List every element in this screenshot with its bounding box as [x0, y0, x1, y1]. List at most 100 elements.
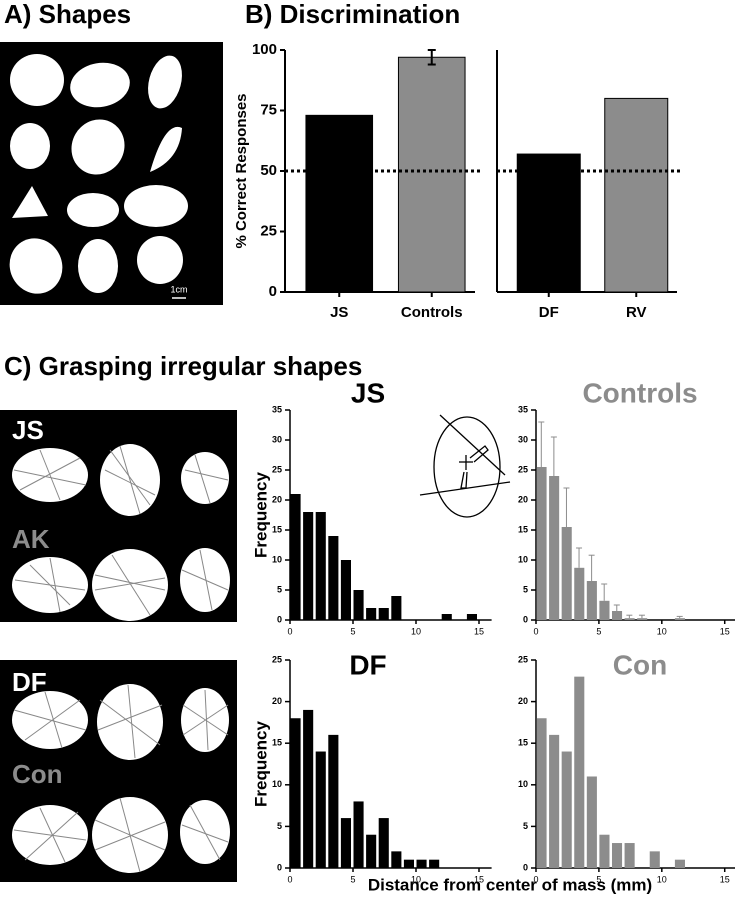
panel-title: A) Shapes: [4, 0, 131, 29]
y-tick-label: 5: [523, 584, 528, 594]
panel-title: B) Discrimination: [245, 0, 460, 29]
bar: [561, 751, 572, 868]
y-tick-label: 10: [518, 554, 528, 564]
y-tick-label: 20: [272, 494, 282, 504]
bar: [290, 494, 301, 620]
bar: [674, 859, 685, 868]
panel-title: C) Grasping irregular shapes: [4, 351, 362, 381]
x-tick-label: 0: [533, 626, 538, 636]
bar: [378, 608, 389, 620]
bar: [429, 859, 440, 868]
bar: [586, 776, 597, 868]
bar: [599, 834, 610, 868]
bar: [353, 801, 364, 868]
x-tick-label: Controls: [401, 304, 463, 321]
photo-label: Con: [12, 759, 63, 789]
photo-label: JS: [12, 415, 44, 445]
bar: [549, 734, 560, 868]
bar: [340, 818, 351, 868]
bar: [391, 596, 402, 620]
y-axis-label: Frequency: [251, 720, 270, 807]
y-tick-label: 25: [518, 654, 528, 664]
x-tick-label: 10: [657, 874, 667, 884]
bar: [391, 851, 402, 868]
bar: [366, 608, 377, 620]
y-tick-label: 25: [518, 464, 528, 474]
y-tick-label: 10: [518, 779, 528, 789]
x-tick-label: 15: [720, 626, 730, 636]
x-tick-label: DF: [539, 304, 559, 321]
y-axis-label: Frequency: [251, 471, 270, 558]
bar: [624, 618, 635, 620]
y-tick-label: 0: [269, 283, 277, 300]
x-tick-label: 0: [287, 874, 292, 884]
x-tick-label: 15: [474, 626, 484, 636]
bar: [624, 843, 635, 868]
bar: [328, 734, 339, 868]
bar: [315, 512, 326, 620]
y-tick-label: 5: [277, 584, 282, 594]
chart-title: Controls: [582, 377, 697, 408]
scale-label: 1cm: [170, 284, 187, 294]
bar: [303, 512, 314, 620]
x-tick-label: 5: [596, 874, 601, 884]
photo-label: DF: [12, 667, 47, 697]
x-tick-label: 0: [287, 626, 292, 636]
x-tick-label: 15: [474, 874, 484, 884]
chart-title: DF: [349, 649, 386, 680]
y-tick-label: 100: [252, 41, 277, 58]
bar: [637, 618, 648, 620]
y-tick-label: 75: [260, 101, 277, 118]
shapes-photo: 1cm: [0, 42, 223, 305]
bar: [611, 611, 623, 620]
x-tick-label: 10: [411, 626, 421, 636]
y-tick-label: 0: [277, 862, 282, 872]
bar: [466, 614, 477, 620]
bar: [611, 843, 623, 868]
y-tick-label: 30: [272, 434, 282, 444]
y-tick-label: 5: [277, 821, 282, 831]
bar: [599, 600, 610, 620]
x-tick-label: 10: [411, 874, 421, 884]
y-tick-label: 10: [272, 779, 282, 789]
photo-label: AK: [12, 524, 50, 554]
x-axis-label: Distance from center of mass (mm): [368, 875, 652, 894]
x-tick-label: 15: [720, 874, 730, 884]
bar: [328, 536, 339, 620]
bar: [340, 560, 351, 620]
bar: [574, 567, 585, 620]
bar: [441, 614, 452, 620]
y-tick-label: 20: [272, 696, 282, 706]
bar: [353, 590, 364, 620]
chart-title: Con: [613, 649, 667, 680]
y-tick-label: 15: [518, 524, 528, 534]
y-tick-label: 20: [518, 494, 528, 504]
y-tick-label: 0: [277, 614, 282, 624]
bar: [315, 751, 326, 868]
bar: [366, 834, 377, 868]
y-tick-label: 15: [272, 738, 282, 748]
chart-title: JS: [351, 377, 385, 408]
x-tick-label: 5: [596, 626, 601, 636]
bar: [416, 859, 427, 868]
bar: [674, 618, 685, 620]
y-tick-label: 0: [523, 862, 528, 872]
y-tick-label: 35: [272, 404, 282, 414]
bar: [378, 818, 389, 868]
bar: [574, 676, 585, 868]
y-tick-label: 15: [272, 524, 282, 534]
y-tick-label: 25: [272, 464, 282, 474]
bar: [561, 527, 572, 620]
x-tick-label: 5: [350, 874, 355, 884]
bar: [303, 709, 314, 868]
x-tick-label: 0: [533, 874, 538, 884]
bar: [536, 467, 547, 620]
bar: [305, 114, 374, 293]
y-tick-label: 5: [523, 821, 528, 831]
y-tick-label: 50: [260, 162, 277, 179]
bar: [516, 153, 581, 293]
bar: [536, 718, 547, 868]
y-tick-label: 15: [518, 738, 528, 748]
y-tick-label: 35: [518, 404, 528, 414]
